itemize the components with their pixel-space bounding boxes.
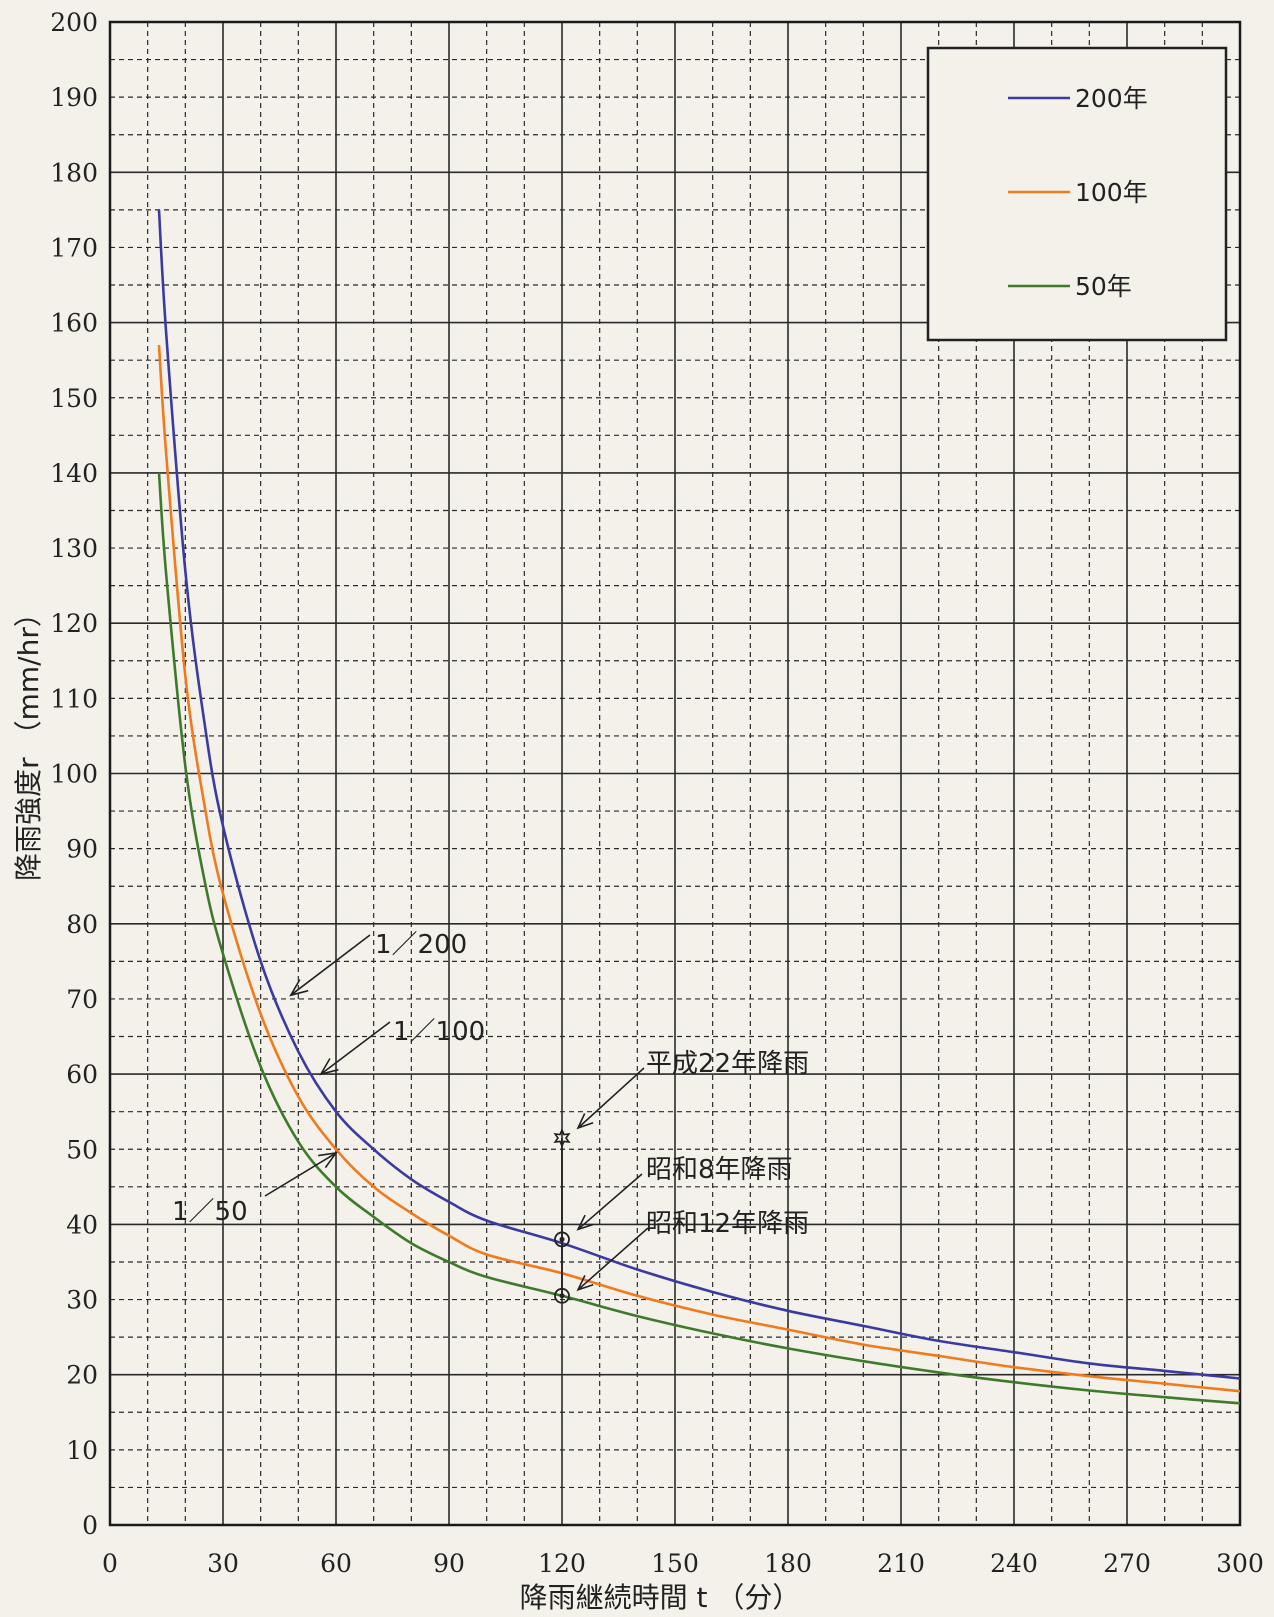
x-tick-label: 90 [433, 1549, 465, 1578]
event-arrow-head [576, 1113, 594, 1130]
y-tick-label: 180 [50, 158, 98, 187]
x-tick-label: 60 [320, 1549, 352, 1578]
y-tick-label: 20 [66, 1361, 98, 1390]
grid [108, 20, 1242, 1527]
curve-label-arrow [264, 1152, 337, 1197]
y-tick-label: 90 [66, 835, 98, 864]
x-tick-label: 240 [990, 1549, 1038, 1578]
event-arrow [577, 1227, 649, 1291]
curve-label: 1／200 [375, 930, 467, 960]
x-tick-label: 180 [764, 1549, 812, 1578]
curve-label-arrow-head [319, 1058, 339, 1076]
y-tick-label: 30 [66, 1286, 98, 1315]
x-axis-ticks: 0 30 60 90 120 150 180 210 240 270 300 [102, 1549, 1264, 1578]
x-tick-label: 270 [1103, 1549, 1151, 1578]
series-line-100yr [157, 345, 1241, 1393]
event-arrow-head [576, 1214, 594, 1231]
event-marker-circle [554, 1231, 570, 1248]
event-marker-dot [559, 1236, 565, 1242]
y-tick-label: 160 [50, 309, 98, 338]
y-tick-label: 0 [82, 1511, 98, 1540]
event-arrow-head [576, 1275, 594, 1292]
series-lines [157, 209, 1241, 1405]
x-tick-label: 0 [102, 1549, 118, 1578]
curve-label: 1／100 [393, 1017, 485, 1047]
y-tick-label: 100 [50, 760, 98, 789]
curve-label-arrow [320, 1021, 391, 1075]
event-marker-star [553, 1128, 571, 1149]
series-line-200yr [157, 209, 1241, 1380]
y-tick-label: 80 [66, 910, 98, 939]
y-axis-label: 降雨強度r （mm/hr） [12, 599, 45, 881]
y-tick-label: 190 [50, 83, 98, 112]
y-tick-label: 130 [50, 534, 98, 563]
y-tick-label: 60 [66, 1060, 98, 1089]
legend-entry: 50年 [1075, 272, 1132, 301]
curve-label: 1／50 [172, 1197, 248, 1227]
event-marker-dot [559, 1293, 565, 1299]
y-tick-label: 40 [66, 1210, 98, 1239]
series-line-50yr [157, 472, 1241, 1405]
event-label: 平成22年降雨 [646, 1049, 809, 1079]
y-tick-label: 70 [66, 985, 98, 1014]
x-tick-label: 30 [207, 1549, 239, 1578]
legend: 200年 100年 50年 [926, 46, 1228, 342]
x-tick-label: 120 [538, 1549, 586, 1578]
curve-label-arrow-head [318, 1151, 338, 1169]
y-tick-label: 150 [50, 384, 98, 413]
curve-label-arrow-head [289, 979, 309, 997]
legend-entry: 200年 [1075, 84, 1148, 113]
y-tick-label: 10 [66, 1436, 98, 1465]
y-tick-label: 170 [50, 233, 98, 262]
event-marker-circle [554, 1287, 570, 1304]
y-tick-label: 50 [66, 1135, 98, 1164]
x-tick-label: 300 [1216, 1549, 1264, 1578]
curve-labels: 1／200 1／100 1／50 [172, 930, 485, 1227]
y-tick-label: 110 [50, 684, 98, 713]
plot-frame [108, 20, 1242, 1527]
event-label: 昭和8年降雨 [646, 1155, 793, 1185]
event-arrow [577, 1067, 645, 1129]
y-tick-label: 120 [50, 609, 98, 638]
x-tick-label: 210 [877, 1549, 925, 1578]
y-axis-ticks: 0 10 20 30 40 50 60 70 80 90 100 110 120 130 140 150 160… [50, 8, 98, 1540]
event-label: 昭和12年降雨 [646, 1209, 809, 1239]
curve-label-arrow [290, 934, 371, 996]
x-axis-label: 降雨継続時間 t （分） [520, 1581, 801, 1614]
y-tick-label: 140 [50, 459, 98, 488]
x-tick-label: 150 [651, 1549, 699, 1578]
legend-entry: 100年 [1075, 178, 1148, 207]
y-tick-label: 200 [50, 8, 98, 37]
event-arrow [577, 1173, 643, 1231]
legend-box [926, 46, 1228, 342]
